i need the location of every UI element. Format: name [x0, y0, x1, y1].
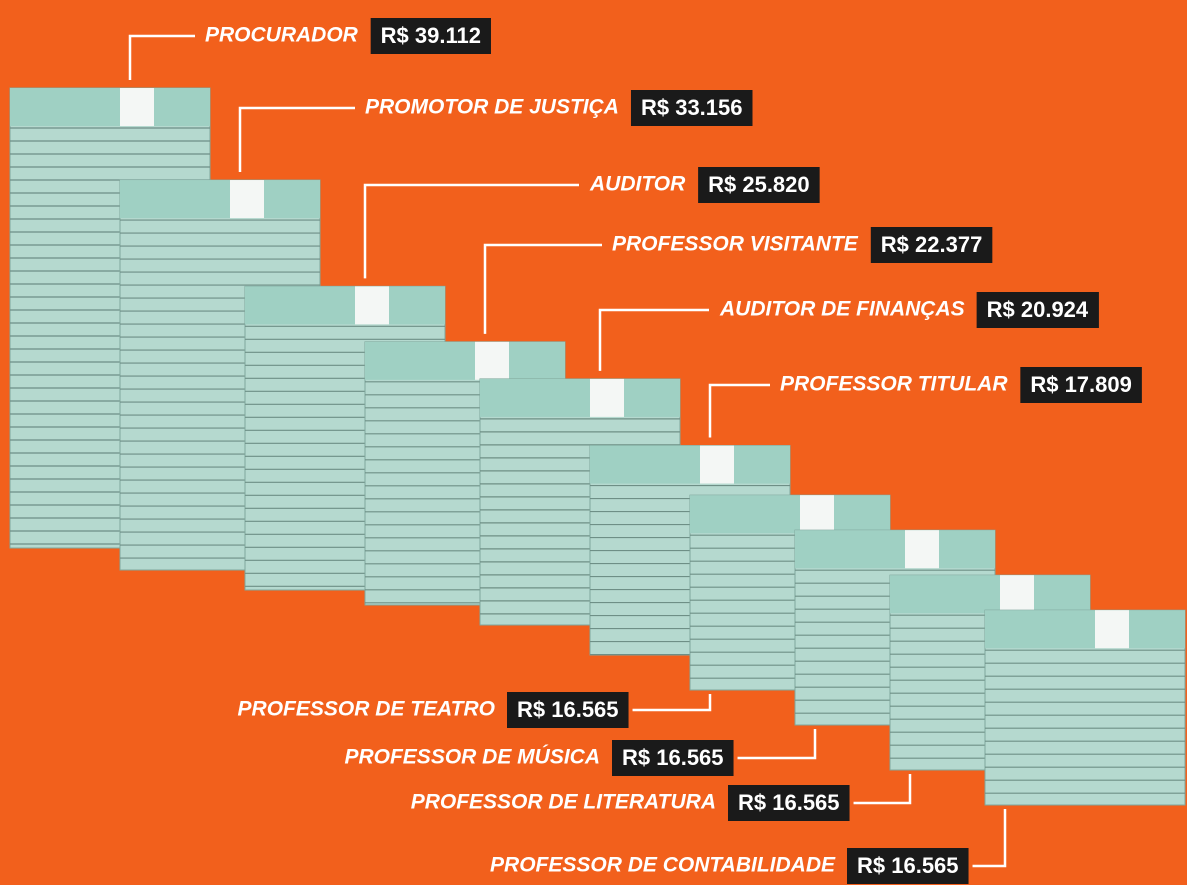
value-label: R$ 20.924 [987, 297, 1089, 322]
value-label: R$ 16.565 [857, 853, 959, 878]
category-label: PROMOTOR DE JUSTIÇA [365, 96, 619, 119]
bill-band [700, 446, 734, 484]
bill-band [590, 379, 624, 417]
bill-band [800, 495, 834, 533]
value-label: R$ 22.377 [881, 232, 983, 257]
bill-band [905, 530, 939, 568]
stack-top [985, 610, 1185, 648]
category-label: PROFESSOR TITULAR [780, 373, 1008, 396]
category-label: PROFESSOR DE TEATRO [238, 698, 495, 721]
bill-band [355, 286, 389, 324]
category-label: AUDITOR DE FINANÇAS [719, 298, 965, 321]
value-label: R$ 33.156 [641, 95, 743, 120]
stack-top [890, 575, 1090, 613]
stack-top [480, 379, 680, 417]
value-label: R$ 16.565 [738, 790, 840, 815]
stack-top [365, 342, 565, 380]
category-label: PROFESSOR VISITANTE [612, 233, 859, 256]
value-label: R$ 39.112 [381, 23, 481, 48]
category-label: PROCURADOR [205, 24, 359, 47]
stack-top [245, 286, 445, 324]
bill-band [1095, 610, 1129, 648]
stack-top [590, 446, 790, 484]
category-label: PROFESSOR DE CONTABILIDADE [490, 854, 836, 877]
bill-band [120, 88, 154, 126]
category-label: AUDITOR [589, 173, 686, 196]
value-label: R$ 16.565 [517, 697, 619, 722]
category-label: PROFESSOR DE LITERATURA [411, 791, 716, 814]
stack-top [795, 530, 995, 568]
stack-top [690, 495, 890, 533]
money-stack [985, 610, 1185, 805]
value-label: R$ 16.565 [622, 745, 724, 770]
stack-top [10, 88, 210, 126]
category-label: PROFESSOR DE MÚSICA [344, 745, 600, 769]
bill-band [1000, 575, 1034, 613]
bill-band [230, 180, 264, 218]
chart: PROCURADOR R$ 39.112 PROMOTOR DE JUSTIÇA R$… [0, 0, 1187, 885]
bill-band [475, 342, 509, 380]
value-label: R$ 17.809 [1030, 372, 1132, 397]
value-label: R$ 25.820 [708, 172, 810, 197]
stack-top [120, 180, 320, 218]
